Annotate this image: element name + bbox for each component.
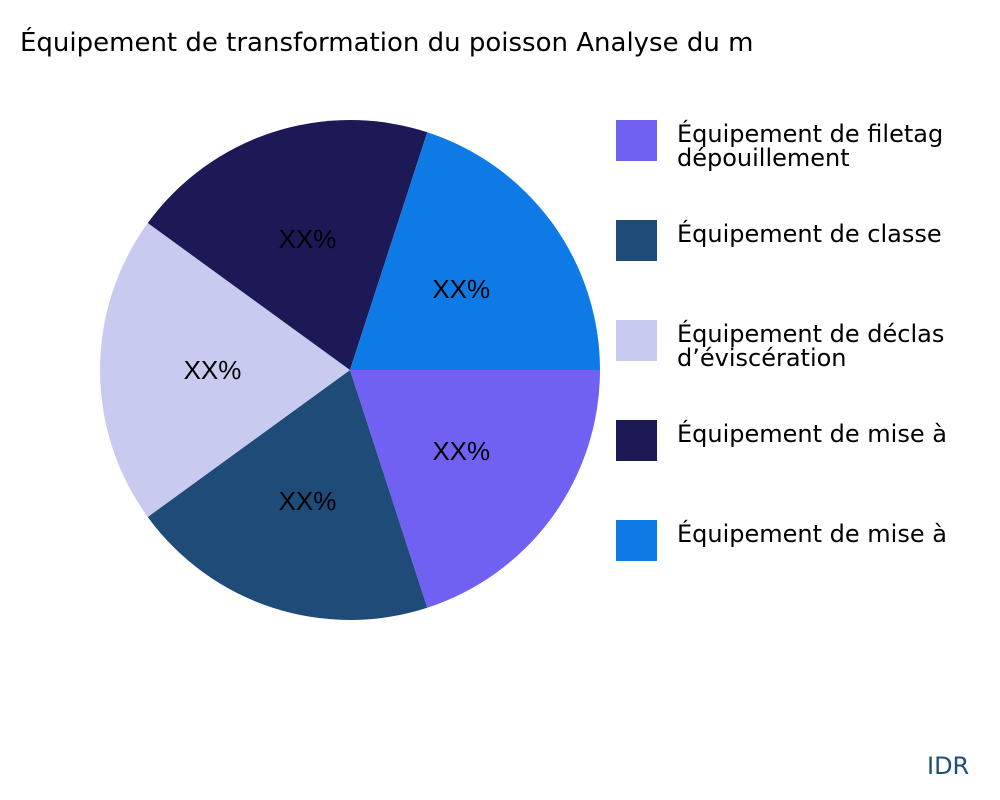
pie-slice [147, 370, 428, 620]
legend-label: Équipement de classe [677, 220, 942, 248]
pie-slice [100, 223, 350, 517]
legend-swatch [616, 520, 657, 561]
slice-data-label: XX% [432, 274, 490, 304]
legend-swatch [616, 420, 657, 461]
pie-slice [147, 120, 428, 370]
slice-data-label: XX% [279, 224, 337, 254]
legend-label: Équipement de filetag dépouillement [677, 120, 944, 172]
slice-data-label: XX% [279, 486, 337, 516]
brand-watermark: IDR [927, 752, 970, 780]
legend-swatch [616, 120, 657, 161]
legend-label: Équipement de mise à [677, 520, 947, 548]
legend-swatch [616, 220, 657, 261]
pie-slice [350, 370, 600, 608]
chart-title: Équipement de transformation du poisson … [20, 28, 754, 58]
legend-swatch [616, 320, 657, 361]
legend-label: Équipement de déclas d’éviscération [677, 320, 945, 372]
slice-data-label: XX% [432, 436, 490, 466]
legend-label: Équipement de mise à [677, 420, 947, 448]
slice-data-label: XX% [184, 355, 242, 385]
pie-slice [350, 132, 600, 370]
